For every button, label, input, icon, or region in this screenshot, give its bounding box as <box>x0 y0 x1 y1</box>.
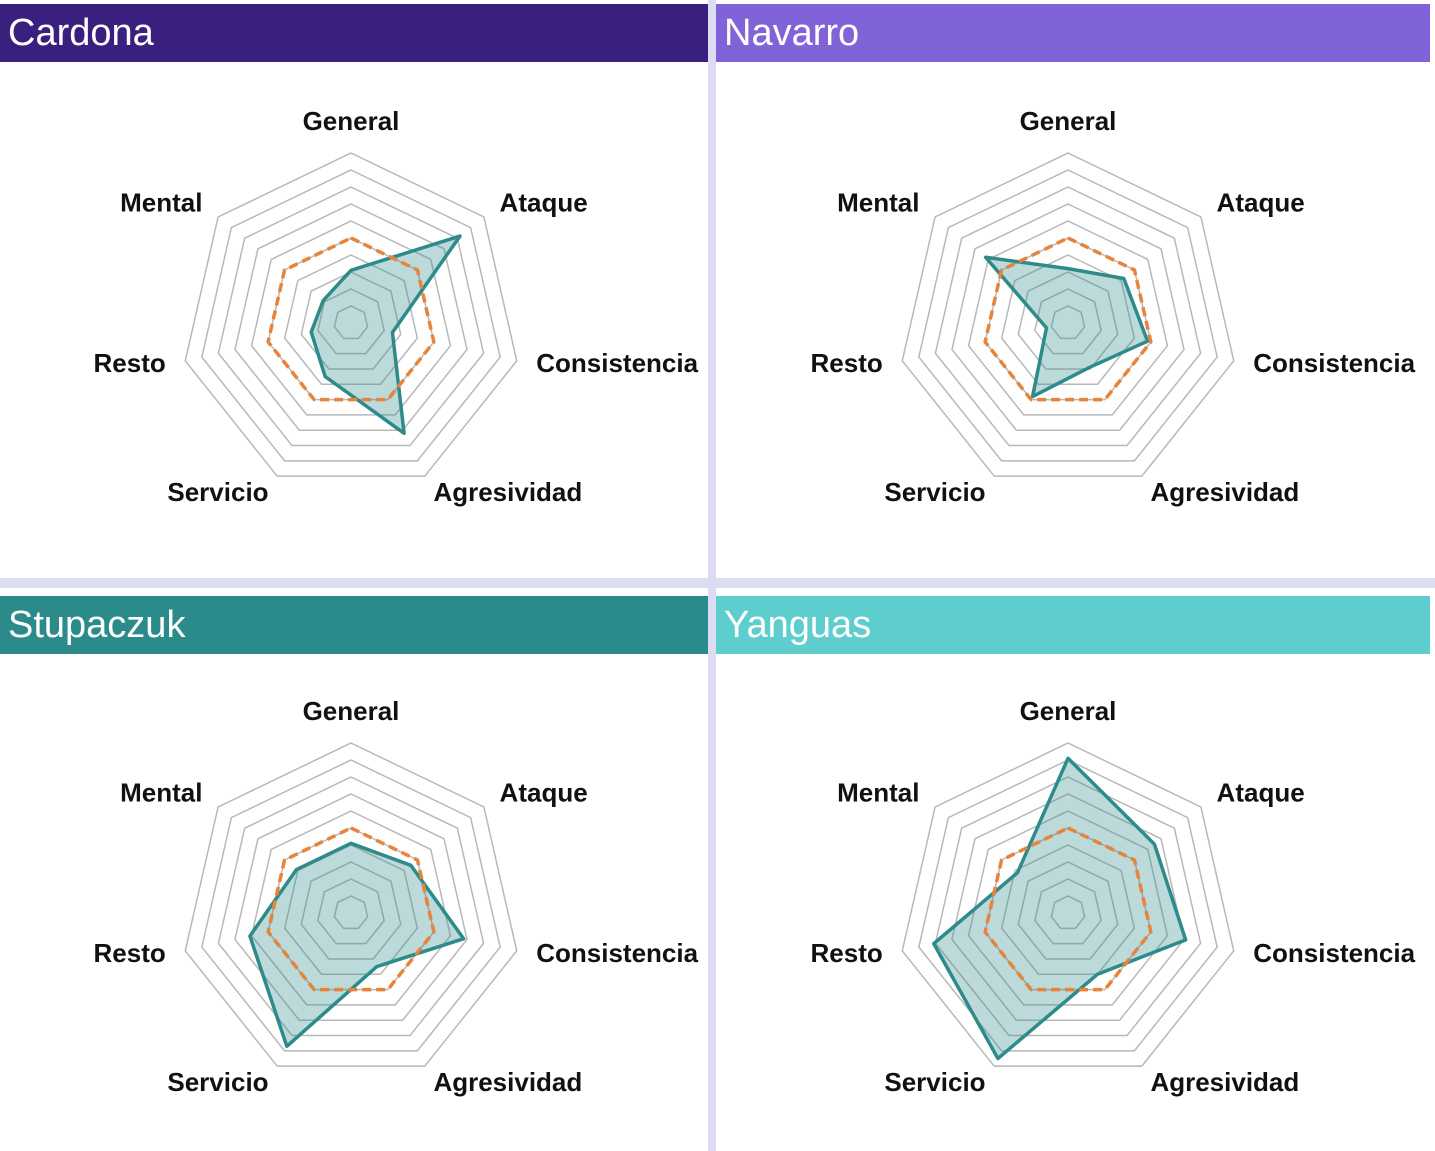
axis-label: Agresividad <box>433 477 582 507</box>
radar-area <box>309 234 462 436</box>
radar-area <box>266 236 436 402</box>
grid-ring <box>967 220 1169 416</box>
grid-ring <box>201 169 501 462</box>
grid-ring <box>1000 844 1136 976</box>
axis-label: Resto <box>811 348 883 378</box>
grid-ring <box>1017 861 1119 960</box>
grid-ring <box>250 810 452 1006</box>
grid-ring <box>333 895 369 930</box>
grid-ring <box>918 759 1218 1052</box>
grid-ring <box>317 288 385 355</box>
grid-ring <box>1050 895 1086 930</box>
grid-ring <box>283 844 419 976</box>
grid-ring <box>317 878 385 945</box>
grid-ring <box>234 203 468 431</box>
grid-ring <box>1050 305 1086 340</box>
grid-ring <box>1034 288 1102 355</box>
axis-label: Agresividad <box>1150 477 1299 507</box>
axis-label: Ataque <box>500 187 588 217</box>
axis-label: General <box>303 106 400 136</box>
radar-area <box>983 236 1153 402</box>
axis-label: Consistencia <box>1253 348 1415 378</box>
axis-label: General <box>303 696 400 726</box>
radar-area <box>248 841 466 1049</box>
axis-label: General <box>1020 106 1117 136</box>
panel-title: Navarro <box>724 12 859 54</box>
axis-label: Servicio <box>167 1067 268 1097</box>
grid-ring <box>333 305 369 340</box>
grid-ring <box>967 810 1169 1006</box>
axis-label: Mental <box>837 777 919 807</box>
divider <box>708 0 716 1151</box>
grid-ring <box>184 152 518 477</box>
grid-ring <box>951 793 1185 1021</box>
panel-header <box>716 596 1430 654</box>
grid-ring <box>951 203 1185 431</box>
axis-label: Ataque <box>1217 187 1305 217</box>
panel-title: Yanguas <box>724 604 871 646</box>
panel-title: Cardona <box>8 12 155 54</box>
axis-label: Resto <box>811 938 883 968</box>
grid-ring <box>918 169 1218 462</box>
axis-label: Servicio <box>884 477 985 507</box>
grid-ring <box>234 793 468 1021</box>
grid-ring <box>217 186 485 447</box>
panel-title: Stupaczuk <box>8 604 186 646</box>
axis-label: Servicio <box>167 477 268 507</box>
radar-area <box>983 255 1150 399</box>
grid-ring <box>1017 271 1119 370</box>
axis-label: Resto <box>94 938 166 968</box>
panel-header <box>0 596 708 654</box>
grid-ring <box>201 759 501 1052</box>
radar-area <box>932 756 1188 1061</box>
axis-label: Consistencia <box>1253 938 1415 968</box>
axis-label: Consistencia <box>536 938 698 968</box>
grid-ring <box>901 742 1235 1067</box>
axis-label: Consistencia <box>536 348 698 378</box>
grid-ring <box>934 186 1202 447</box>
axis-label: Mental <box>837 187 919 217</box>
grid-ring <box>300 271 402 370</box>
axis-label: Ataque <box>500 777 588 807</box>
divider <box>0 578 1435 588</box>
axis-label: General <box>1020 696 1117 726</box>
radar-area <box>983 826 1153 992</box>
grid-ring <box>901 152 1235 477</box>
grid-ring <box>300 861 402 960</box>
axis-label: Agresividad <box>1150 1067 1299 1097</box>
radar-area <box>266 826 436 992</box>
axis-label: Mental <box>120 187 202 217</box>
grid-ring <box>217 776 485 1037</box>
axis-label: Servicio <box>884 1067 985 1097</box>
axis-label: Resto <box>94 348 166 378</box>
grid-ring <box>184 742 518 1067</box>
grid-ring <box>283 254 419 386</box>
axis-label: Agresividad <box>433 1067 582 1097</box>
panel-header <box>0 4 708 62</box>
panel-header <box>716 4 1430 62</box>
axis-label: Mental <box>120 777 202 807</box>
grid-ring <box>934 776 1202 1037</box>
grid-ring <box>1034 878 1102 945</box>
axis-label: Ataque <box>1217 777 1305 807</box>
